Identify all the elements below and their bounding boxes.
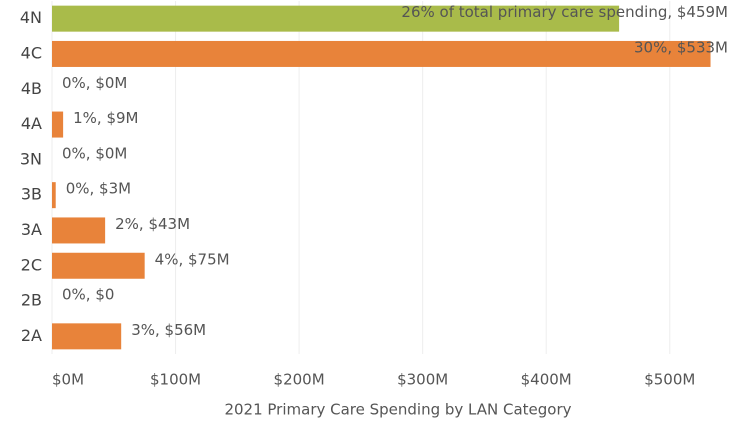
y-tick-label: 4A: [21, 114, 42, 133]
x-tick-label: $500M: [644, 371, 695, 389]
bar: [52, 111, 64, 138]
bar: [52, 217, 106, 244]
x-tick-label: $100M: [150, 371, 201, 389]
value-label: 30%, $533M: [634, 38, 728, 56]
value-label: 2%, $43M: [115, 215, 190, 233]
value-label: 0%, $0M: [62, 144, 127, 162]
bar: [52, 323, 122, 350]
value-label: 3%, $56M: [131, 321, 206, 339]
value-label: 0%, $0M: [62, 74, 127, 92]
value-label: 1%, $9M: [73, 109, 138, 127]
y-tick-label: 4C: [21, 43, 42, 62]
x-tick-label: $0M: [52, 371, 84, 389]
x-tick-label: $300M: [397, 371, 448, 389]
bar: [52, 252, 145, 279]
bar: [52, 182, 56, 209]
value-label: 26% of total primary care spending, $459…: [401, 3, 728, 21]
y-tick-label: 3B: [21, 185, 42, 204]
y-tick-label: 4B: [21, 79, 42, 98]
bar: [52, 5, 620, 32]
x-tick-label: $200M: [274, 371, 325, 389]
y-tick-label: 2A: [21, 326, 42, 345]
y-tick-label: 3N: [20, 149, 42, 168]
value-label: 0%, $0: [62, 286, 114, 304]
y-tick-label: 2B: [21, 291, 42, 310]
value-label: 0%, $3M: [66, 180, 131, 198]
bar: [52, 40, 711, 67]
y-tick-label: 2C: [21, 255, 42, 274]
x-tick-label: $400M: [521, 371, 572, 389]
y-tick-label: 4N: [20, 8, 42, 27]
y-tick-label: 3A: [21, 220, 42, 239]
x-axis-title: 2021 Primary Care Spending by LAN Catego…: [224, 401, 571, 419]
value-label: 4%, $75M: [155, 250, 230, 268]
